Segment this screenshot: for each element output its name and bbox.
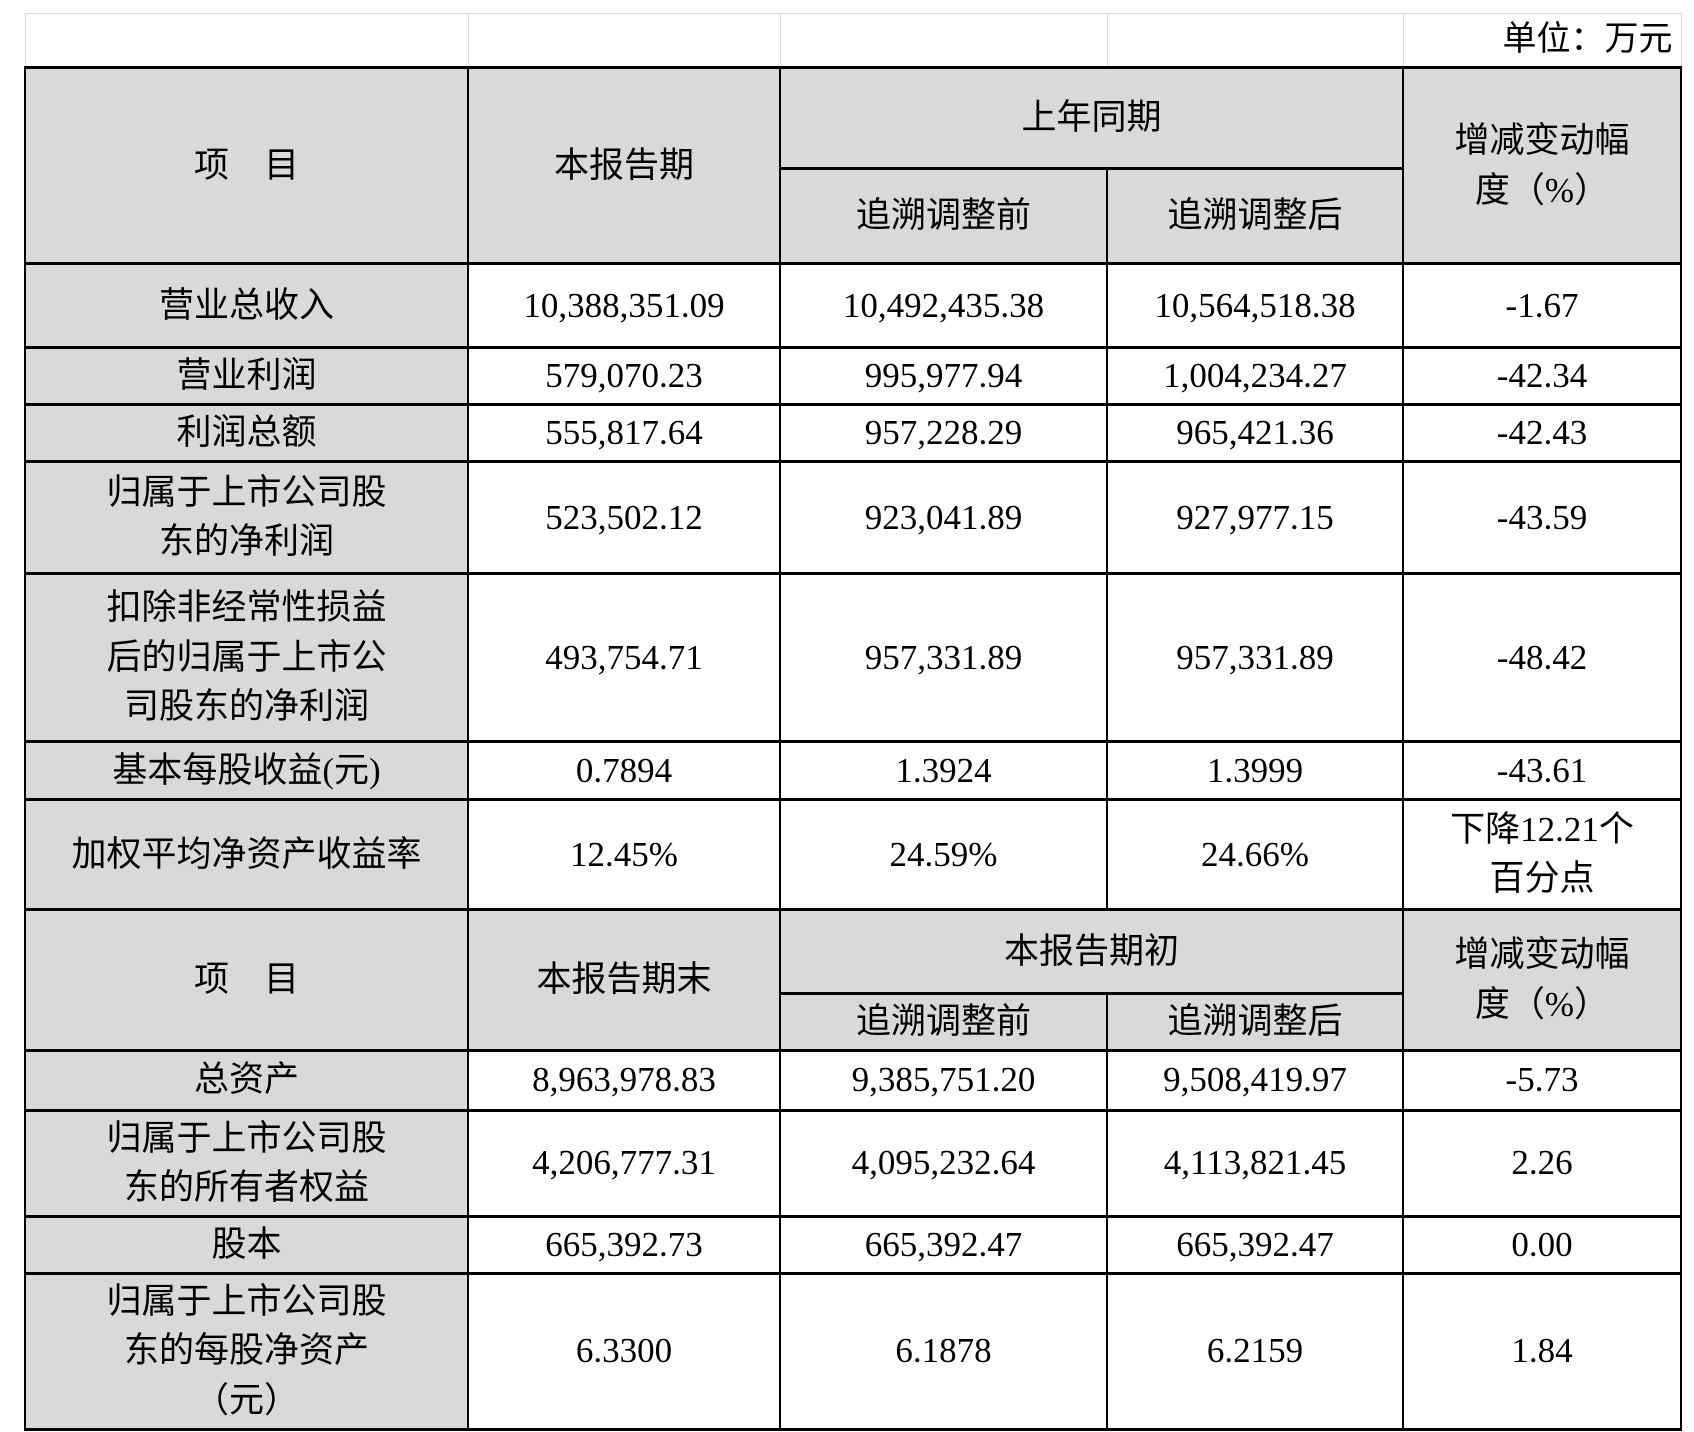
value-change: 2.26: [1402, 1108, 1682, 1219]
unit-label: 单位：万元: [1402, 12, 1682, 69]
value-after-adjust: 24.66%: [1106, 797, 1404, 911]
col-header-period-end: 本报告期末: [467, 907, 781, 1052]
value-after-adjust: 9,508,419.97: [1106, 1048, 1404, 1112]
table-row: 股本 665,392.73 665,392.47 665,392.47 0.00: [24, 1215, 1682, 1275]
value-after-adjust: 4,113,821.45: [1106, 1108, 1404, 1219]
table2-header-row: 项 目 本报告期末 本报告期初 增减变动幅 度（%）: [24, 907, 1682, 1052]
col-header-item: 项 目: [24, 907, 469, 1052]
value-current: 665,392.73: [467, 1215, 781, 1275]
col-header-after-adjust: 追溯调整后: [1106, 167, 1404, 266]
unit-row-spacer: [467, 12, 781, 69]
row-label: 基本每股收益(元): [24, 739, 469, 801]
table-row: 总资产 8,963,978.83 9,385,751.20 9,508,419.…: [24, 1048, 1682, 1112]
value-before-adjust: 665,392.47: [779, 1215, 1108, 1275]
value-current: 10,388,351.09: [467, 262, 781, 350]
value-before-adjust: 957,228.29: [779, 402, 1108, 463]
value-current: 579,070.23: [467, 346, 781, 406]
row-label: 加权平均净资产收益率: [24, 797, 469, 911]
value-before-adjust: 24.59%: [779, 797, 1108, 911]
table2-subheader-row: 追溯调整前 追溯调整后: [25, 991, 1681, 1052]
row-label: 利润总额: [24, 402, 469, 463]
table-row: 归属于上市公司股 东的净利润 523,502.12 923,041.89 927…: [24, 459, 1682, 575]
table-row: 归属于上市公司股 东的所有者权益 4,206,777.31 4,095,232.…: [24, 1108, 1682, 1219]
col-header-item: 项 目: [24, 66, 469, 266]
value-before-adjust: 4,095,232.64: [779, 1108, 1108, 1219]
value-after-adjust: 965,421.36: [1106, 402, 1404, 463]
value-after-adjust: 957,331.89: [1106, 571, 1404, 743]
value-before-adjust: 6.1878: [779, 1271, 1108, 1431]
col-header-change: 增减变动幅 度（%）: [1402, 66, 1682, 266]
value-after-adjust: 927,977.15: [1106, 459, 1404, 575]
value-change: -5.73: [1402, 1048, 1682, 1112]
unit-row-spacer: [1106, 12, 1404, 69]
value-after-adjust: 1.3999: [1106, 739, 1404, 801]
table-row: 归属于上市公司股 东的每股净资产 （元） 6.3300 6.1878 6.215…: [24, 1271, 1682, 1431]
value-change: -1.67: [1402, 262, 1682, 350]
value-current: 4,206,777.31: [467, 1108, 781, 1219]
value-before-adjust: 995,977.94: [779, 346, 1108, 406]
table1-header-row: 项 目 本报告期 上年同期 增减变动幅 度（%）: [24, 66, 1682, 266]
value-current: 8,963,978.83: [467, 1048, 781, 1112]
unit-row: 单位：万元: [24, 12, 1682, 69]
table1-subheader-row: 追溯调整前 追溯调整后: [25, 167, 1681, 266]
value-after-adjust: 1,004,234.27: [1106, 346, 1404, 406]
col-header-prior-period-group: 上年同期: [779, 66, 1404, 171]
row-label: 归属于上市公司股 东的净利润: [24, 459, 469, 575]
table-row: 利润总额 555,817.64 957,228.29 965,421.36 -4…: [24, 402, 1682, 463]
value-change: 1.84: [1402, 1271, 1682, 1431]
row-label: 营业总收入: [24, 262, 469, 350]
value-after-adjust: 665,392.47: [1106, 1215, 1404, 1275]
value-current: 493,754.71: [467, 571, 781, 743]
value-change: -43.59: [1402, 459, 1682, 575]
value-change: -42.34: [1402, 346, 1682, 406]
value-change: -48.42: [1402, 571, 1682, 743]
row-label: 归属于上市公司股 东的所有者权益: [24, 1108, 469, 1219]
col-header-after-adjust: 追溯调整后: [1106, 991, 1404, 1052]
value-before-adjust: 10,492,435.38: [779, 262, 1108, 350]
value-current: 0.7894: [467, 739, 781, 801]
value-change: -42.43: [1402, 402, 1682, 463]
row-label: 股本: [24, 1215, 469, 1275]
value-after-adjust: 10,564,518.38: [1106, 262, 1404, 350]
value-change: 下降12.21个 百分点: [1402, 797, 1682, 911]
value-current: 555,817.64: [467, 402, 781, 463]
value-change: 0.00: [1402, 1215, 1682, 1275]
value-before-adjust: 923,041.89: [779, 459, 1108, 575]
row-label: 扣除非经常性损益 后的归属于上市公 司股东的净利润: [24, 571, 469, 743]
col-header-before-adjust: 追溯调整前: [779, 167, 1108, 266]
value-before-adjust: 957,331.89: [779, 571, 1108, 743]
table-row: 扣除非经常性损益 后的归属于上市公 司股东的净利润 493,754.71 957…: [24, 571, 1682, 743]
value-current: 6.3300: [467, 1271, 781, 1431]
col-header-change: 增减变动幅 度（%）: [1402, 907, 1682, 1052]
col-header-current-period: 本报告期: [467, 66, 781, 266]
row-label: 营业利润: [24, 346, 469, 406]
value-before-adjust: 9,385,751.20: [779, 1048, 1108, 1112]
value-current: 12.45%: [467, 797, 781, 911]
value-current: 523,502.12: [467, 459, 781, 575]
unit-row-spacer: [24, 12, 469, 69]
col-header-period-begin-group: 本报告期初: [779, 907, 1404, 995]
value-before-adjust: 1.3924: [779, 739, 1108, 801]
table-row: 加权平均净资产收益率 12.45% 24.59% 24.66% 下降12.21个…: [24, 797, 1682, 911]
table-row: 营业总收入 10,388,351.09 10,492,435.38 10,564…: [24, 262, 1682, 350]
row-label: 总资产: [24, 1048, 469, 1112]
value-change: -43.61: [1402, 739, 1682, 801]
col-header-before-adjust: 追溯调整前: [779, 991, 1108, 1052]
table-row: 基本每股收益(元) 0.7894 1.3924 1.3999 -43.61: [24, 739, 1682, 801]
value-after-adjust: 6.2159: [1106, 1271, 1404, 1431]
table-row: 营业利润 579,070.23 995,977.94 1,004,234.27 …: [24, 346, 1682, 406]
row-label: 归属于上市公司股 东的每股净资产 （元）: [24, 1271, 469, 1431]
unit-row-spacer: [779, 12, 1108, 69]
financial-summary-table: 单位：万元 项 目 本报告期 上年同期 增减变动幅 度（%） 追溯调整前 追溯调…: [24, 12, 1682, 1431]
